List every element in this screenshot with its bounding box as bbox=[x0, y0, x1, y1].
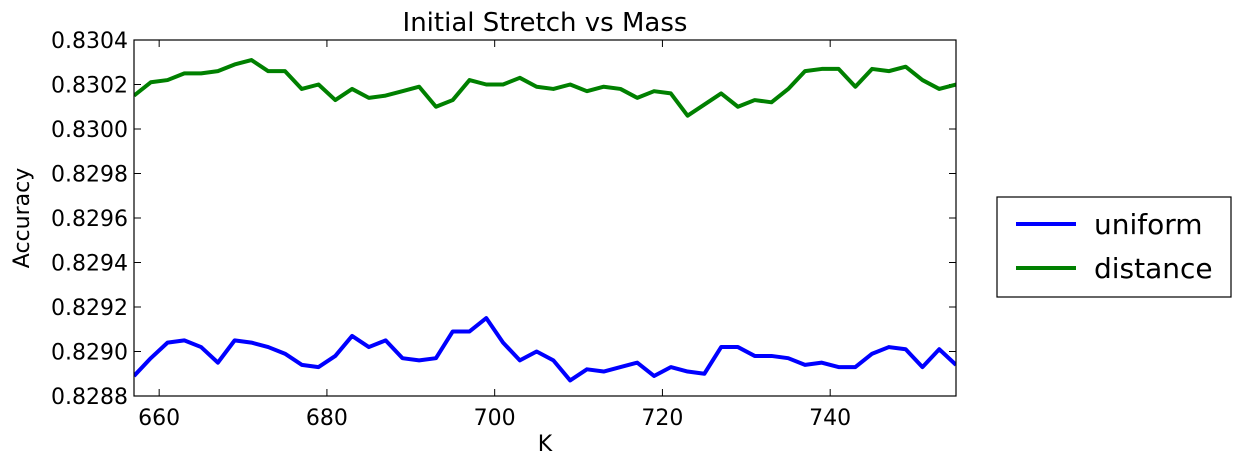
y-tick-label: 0.8302 bbox=[51, 74, 128, 99]
x-tick-label: 720 bbox=[641, 406, 683, 431]
y-tick-label: 0.8290 bbox=[51, 341, 128, 366]
tick-labels: 660 680 700 720 740 0.8288 0.8290 0.8292 0.8294 0… bbox=[51, 29, 851, 431]
y-axis-label: Accuracy bbox=[10, 168, 35, 268]
x-axis-label: K bbox=[538, 432, 553, 457]
y-tick-label: 0.8300 bbox=[51, 118, 128, 143]
y-tick-label: 0.8292 bbox=[51, 296, 128, 321]
legend-label-uniform: uniform bbox=[1094, 208, 1203, 241]
y-tick-label: 0.8298 bbox=[51, 163, 128, 188]
y-tick-label: 0.8296 bbox=[51, 207, 128, 232]
series-layer bbox=[134, 58, 956, 383]
y-tick-label: 0.8304 bbox=[51, 29, 128, 54]
series-line-distance bbox=[134, 58, 956, 118]
y-tick-label: 0.8288 bbox=[51, 385, 128, 410]
legend: uniform distance bbox=[996, 196, 1232, 298]
x-tick-label: 700 bbox=[474, 406, 516, 431]
plot-area bbox=[133, 39, 957, 397]
x-tick-label: 740 bbox=[809, 406, 851, 431]
legend-label-distance: distance bbox=[1094, 252, 1213, 285]
series-line-uniform bbox=[134, 316, 956, 383]
y-tick-label: 0.8294 bbox=[51, 252, 128, 277]
chart-title: Initial Stretch vs Mass bbox=[403, 8, 688, 38]
legend-frame bbox=[996, 196, 1232, 298]
x-tick-label: 660 bbox=[138, 406, 180, 431]
x-tick-label: 680 bbox=[306, 406, 348, 431]
